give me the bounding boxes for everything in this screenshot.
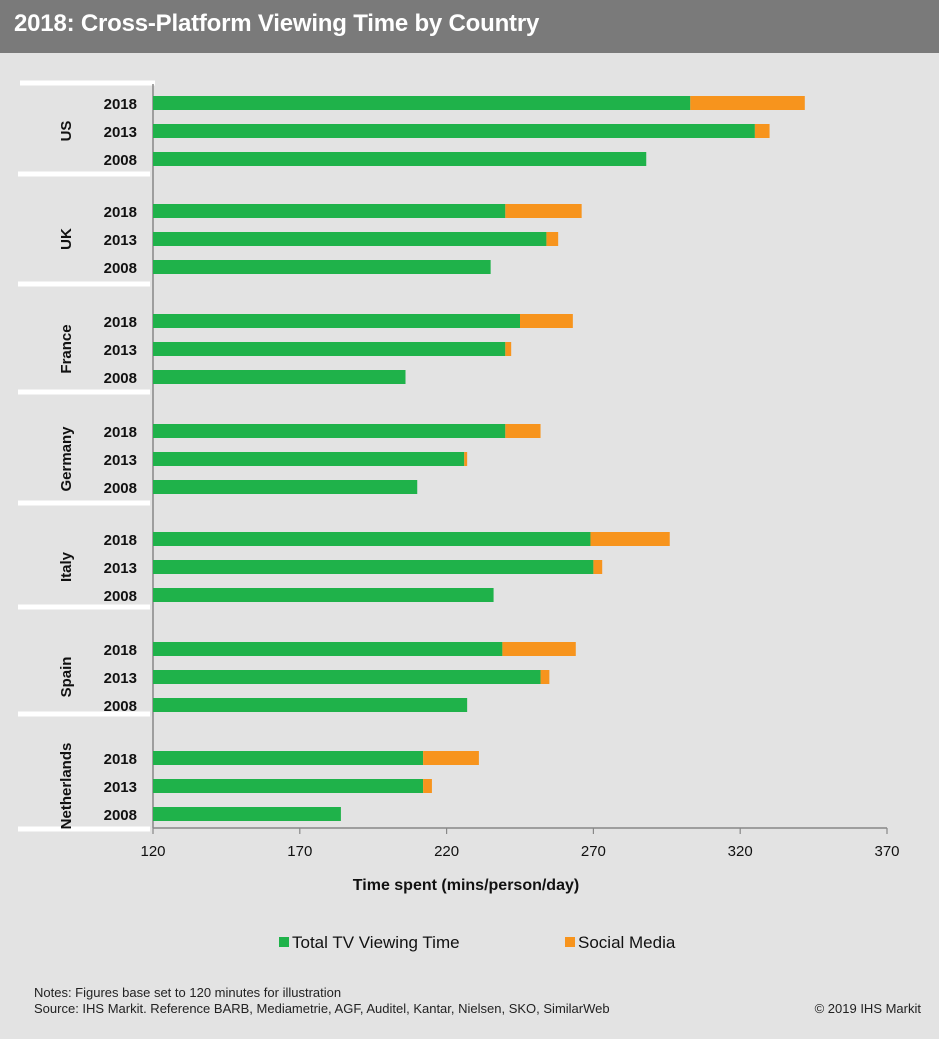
tv-bar [153, 260, 491, 274]
social-media-bar [754, 124, 770, 138]
social-media-bar [502, 642, 576, 656]
x-tick-label: 170 [287, 843, 312, 860]
tv-bar [153, 670, 541, 684]
chart-title: 2018: Cross-Platform Viewing Time by Cou… [14, 10, 540, 37]
country-label: Italy [58, 551, 75, 582]
social-media-bar [540, 670, 550, 684]
tv-bar [153, 751, 424, 765]
social-media-bar [423, 751, 479, 765]
x-tick-label: 270 [581, 843, 606, 860]
x-tick-label: 220 [434, 843, 459, 860]
legend-label-social: Social Media [578, 933, 676, 952]
social-media-bar [690, 96, 805, 110]
x-tick-label: 370 [874, 843, 899, 860]
year-label: 2008 [104, 260, 137, 277]
social-media-bar [505, 424, 541, 438]
social-media-bar [590, 532, 670, 546]
social-media-bar [520, 314, 573, 328]
tv-bar [153, 232, 547, 246]
year-label: 2013 [104, 560, 137, 577]
year-label: 2018 [104, 642, 137, 659]
social-media-bar [464, 452, 468, 466]
notes-text: Notes: Figures base set to 120 minutes f… [34, 985, 342, 1000]
social-media-bar [423, 779, 432, 793]
year-label: 2018 [104, 424, 137, 441]
tv-bar [153, 779, 424, 793]
source-text: Source: IHS Markit. Reference BARB, Medi… [34, 1001, 610, 1016]
year-label: 2013 [104, 779, 137, 796]
year-label: 2008 [104, 807, 137, 824]
social-media-bar [505, 342, 512, 356]
legend-swatch-social [565, 937, 575, 947]
x-tick-label: 320 [728, 843, 753, 860]
social-media-bar [546, 232, 559, 246]
country-label: US [58, 121, 75, 142]
year-label: 2008 [104, 152, 137, 169]
title-bar: 2018: Cross-Platform Viewing Time by Cou… [0, 0, 939, 53]
tv-bar [153, 152, 647, 166]
footnotes: Notes: Figures base set to 120 minutes f… [34, 985, 610, 1017]
tv-bar [153, 532, 591, 546]
legend-label-tv: Total TV Viewing Time [292, 933, 460, 952]
year-label: 2013 [104, 452, 137, 469]
year-label: 2018 [104, 96, 137, 113]
tv-bar [153, 370, 406, 384]
year-label: 2018 [104, 314, 137, 331]
tv-bar [153, 124, 755, 138]
country-label: Spain [58, 657, 75, 698]
tv-bar [153, 452, 465, 466]
country-label: Germany [58, 426, 75, 492]
year-label: 2008 [104, 370, 137, 387]
country-label: UK [58, 228, 75, 250]
tv-bar [153, 588, 494, 602]
country-label: France [58, 324, 75, 373]
x-axis-title: Time spent (mins/person/day) [353, 877, 579, 894]
tv-bar [153, 560, 594, 574]
year-label: 2013 [104, 342, 137, 359]
country-label: Netherlands [58, 743, 75, 830]
social-media-bar [505, 204, 582, 218]
copyright-text: © 2019 IHS Markit [814, 1001, 921, 1016]
year-label: 2018 [104, 532, 137, 549]
tv-bar [153, 807, 341, 821]
year-label: 2008 [104, 588, 137, 605]
year-label: 2013 [104, 124, 137, 141]
tv-bar [153, 314, 520, 328]
social-media-bar [593, 560, 603, 574]
tv-bar [153, 96, 691, 110]
x-tick-label: 120 [140, 843, 165, 860]
year-label: 2008 [104, 698, 137, 715]
legend-swatch-tv [279, 937, 289, 947]
year-label: 2018 [104, 751, 137, 768]
tv-bar [153, 204, 506, 218]
year-label: 2018 [104, 204, 137, 221]
year-label: 2013 [104, 232, 137, 249]
year-label: 2013 [104, 670, 137, 687]
year-label: 2008 [104, 480, 137, 497]
tv-bar [153, 424, 506, 438]
bar-chart: 120 170 220 270 320 370 Time spent (mins/perso… [18, 80, 900, 952]
tv-bar [153, 698, 468, 712]
tv-bar [153, 642, 503, 656]
tv-bar [153, 342, 506, 356]
tv-bar [153, 480, 418, 494]
